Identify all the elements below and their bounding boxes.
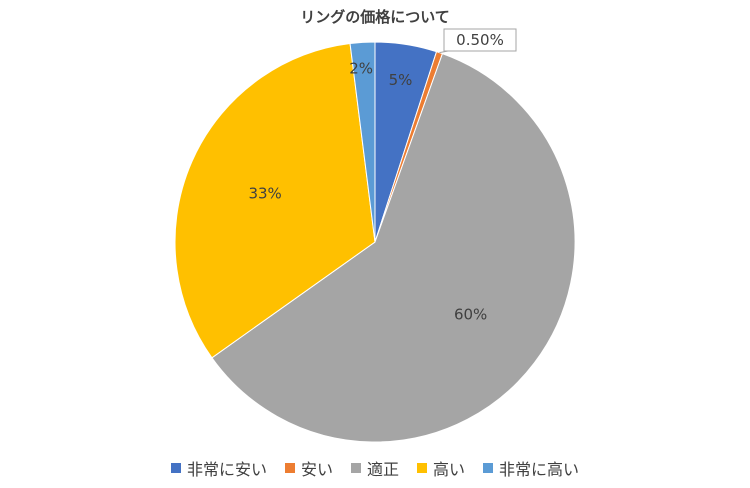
legend-swatch <box>284 463 295 473</box>
legend-item: 適正 <box>350 456 399 480</box>
data-label: 5% <box>389 71 413 89</box>
legend-item: 安い <box>284 456 333 480</box>
legend-swatch <box>350 463 361 473</box>
data-label: 2% <box>349 59 373 77</box>
data-label: 60% <box>454 305 487 323</box>
legend-item: 高い <box>417 456 465 480</box>
pie-slice <box>211 53 576 443</box>
chart-title: リングの価格について <box>300 8 450 26</box>
legend-label: 非常に安い <box>186 460 267 479</box>
legend-swatch <box>483 463 494 473</box>
legend-item: 非常に高い <box>483 456 579 480</box>
legend-label: 安い <box>300 460 333 479</box>
pie-slice <box>174 43 376 359</box>
legend-label: 高い <box>433 460 466 479</box>
callout-box <box>443 28 517 52</box>
legend-label: 非常に高い <box>499 460 580 479</box>
data-label: 0.50% <box>456 31 504 49</box>
chart-legend: 非常に安い 安い 適正 高い 非常に高い <box>0 456 750 480</box>
legend-swatch <box>170 463 181 473</box>
legend-item: 非常に安い <box>170 456 267 480</box>
legend-label: 適正 <box>366 460 399 479</box>
legend-swatch <box>417 463 427 473</box>
pie-slice <box>349 41 376 243</box>
data-label: 33% <box>248 185 281 203</box>
